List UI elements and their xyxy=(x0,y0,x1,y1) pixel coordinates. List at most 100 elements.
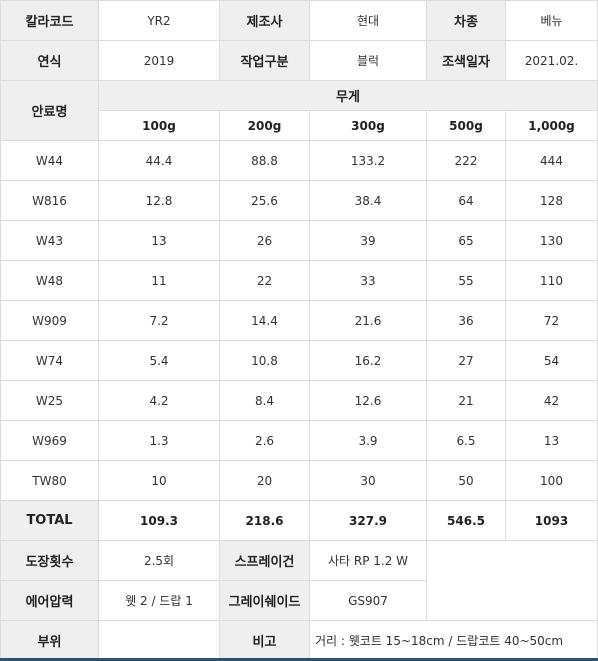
color-code-value: YR2 xyxy=(98,0,220,41)
table-row: W25 4.2 8.4 12.6 21 42 xyxy=(0,380,598,421)
weight-value-cell: 8.4 xyxy=(219,380,310,421)
part-label: 부위 xyxy=(0,620,99,661)
note-value: 거리 : 웻코트 15~18cm / 드랍코트 40~50cm xyxy=(309,620,598,661)
mix-date-value: 2021.02. xyxy=(505,40,598,81)
table-row: W969 1.3 2.6 3.9 6.5 13 xyxy=(0,420,598,461)
weight-value-cell: 21.6 xyxy=(309,300,427,341)
table-row: TW80 10 20 30 50 100 xyxy=(0,460,598,501)
table-row: W74 5.4 10.8 16.2 27 54 xyxy=(0,340,598,381)
mix-date-label: 조색일자 xyxy=(426,40,506,81)
car-model-value: 베뉴 xyxy=(505,0,598,41)
pigment-name-cell: W969 xyxy=(0,420,99,461)
weight-value-cell: 100 xyxy=(505,460,598,501)
weight-value-cell: 10 xyxy=(98,460,220,501)
maker-value: 현대 xyxy=(309,0,427,41)
part-value xyxy=(98,620,220,661)
weight-value-cell: 65 xyxy=(426,220,506,261)
weight-value-cell: 25.6 xyxy=(219,180,310,221)
pigment-name-cell: W48 xyxy=(0,260,99,301)
weight-value-cell: 13 xyxy=(98,220,220,261)
footer-row-2: 에어압력 웻 2 / 드랍 1 그레이쉐이드 GS907 xyxy=(0,580,598,621)
pigment-name-cell: TW80 xyxy=(0,460,99,501)
weight-value-cell: 13 xyxy=(505,420,598,461)
pigment-name-cell: W74 xyxy=(0,340,99,381)
weight-value-cell: 7.2 xyxy=(98,300,220,341)
color-code-label: 칼라코드 xyxy=(0,0,99,41)
weight-col-header: 100g xyxy=(98,110,220,141)
weight-value-cell: 20 xyxy=(219,460,310,501)
bottom-bar xyxy=(0,658,598,661)
note-label: 비고 xyxy=(219,620,310,661)
pigment-name-header: 안료명 xyxy=(0,80,99,141)
weight-value-cell: 26 xyxy=(219,220,310,261)
table-row: W43 13 26 39 65 130 xyxy=(0,220,598,261)
weight-value-cell: 12.6 xyxy=(309,380,427,421)
total-label: TOTAL xyxy=(0,500,99,541)
weight-value-cell: 130 xyxy=(505,220,598,261)
table-row: W48 11 22 33 55 110 xyxy=(0,260,598,301)
air-pressure-value: 웻 2 / 드랍 1 xyxy=(98,580,220,621)
table-row: W816 12.8 25.6 38.4 64 128 xyxy=(0,180,598,221)
pigment-rows: W44 44.4 88.8 133.2 222 444 W816 12.8 25.6 38.4 64… xyxy=(0,140,598,501)
pigment-name-cell: W816 xyxy=(0,180,99,221)
work-type-label: 작업구분 xyxy=(219,40,310,81)
weight-value-cell: 64 xyxy=(426,180,506,221)
weight-value-cell: 2.6 xyxy=(219,420,310,461)
weight-value-cell: 21 xyxy=(426,380,506,421)
coats-value: 2.5회 xyxy=(98,540,220,581)
weight-value-cell: 11 xyxy=(98,260,220,301)
work-type-value: 블럭 xyxy=(309,40,427,81)
weight-value-cell: 4.2 xyxy=(98,380,220,421)
pigment-name-cell: W909 xyxy=(0,300,99,341)
weight-value-cell: 30 xyxy=(309,460,427,501)
info-row-1: 칼라코드 YR2 제조사 현대 차종 베뉴 xyxy=(0,0,598,41)
weight-header: 무게 xyxy=(98,80,598,111)
air-pressure-label: 에어압력 xyxy=(0,580,99,621)
pigment-name-cell: W43 xyxy=(0,220,99,261)
weight-col-header: 500g xyxy=(426,110,506,141)
weight-value-cell: 72 xyxy=(505,300,598,341)
weight-value-cell: 110 xyxy=(505,260,598,301)
gray-shade-value: GS907 xyxy=(309,580,427,621)
weight-value-cell: 3.9 xyxy=(309,420,427,461)
year-value: 2019 xyxy=(98,40,220,81)
weight-value-cell: 27 xyxy=(426,340,506,381)
car-model-label: 차종 xyxy=(426,0,506,41)
weight-value-cell: 36 xyxy=(426,300,506,341)
weight-value-cell: 5.4 xyxy=(98,340,220,381)
footer-row-1: 도장횟수 2.5회 스프레이건 사타 RP 1.2 W xyxy=(0,540,598,621)
total-row: TOTAL 109.3 218.6 327.9 546.5 1093 xyxy=(0,500,598,541)
weight-col-header: 300g xyxy=(309,110,427,141)
maker-label: 제조사 xyxy=(219,0,310,41)
weight-col-header: 200g xyxy=(219,110,310,141)
weight-value-cell: 22 xyxy=(219,260,310,301)
weight-value-cell: 444 xyxy=(505,140,598,181)
footer-empty-cell xyxy=(426,540,598,621)
total-cell: 546.5 xyxy=(426,500,506,541)
total-cell: 109.3 xyxy=(98,500,220,541)
spray-gun-label: 스프레이건 xyxy=(219,540,310,581)
table-row: W909 7.2 14.4 21.6 36 72 xyxy=(0,300,598,341)
year-label: 연식 xyxy=(0,40,99,81)
header-row-2: 100g 200g 300g 500g 1,000g xyxy=(1,110,598,141)
weight-value-cell: 38.4 xyxy=(309,180,427,221)
weight-value-cell: 6.5 xyxy=(426,420,506,461)
weight-value-cell: 55 xyxy=(426,260,506,301)
pigment-name-cell: W44 xyxy=(0,140,99,181)
total-cell: 327.9 xyxy=(309,500,427,541)
weight-value-cell: 222 xyxy=(426,140,506,181)
weight-value-cell: 44.4 xyxy=(98,140,220,181)
weight-value-cell: 42 xyxy=(505,380,598,421)
weight-value-cell: 128 xyxy=(505,180,598,221)
total-cell: 1093 xyxy=(505,500,598,541)
weight-value-cell: 88.8 xyxy=(219,140,310,181)
spray-gun-value: 사타 RP 1.2 W xyxy=(309,540,427,581)
weight-value-cell: 133.2 xyxy=(309,140,427,181)
weight-value-cell: 12.8 xyxy=(98,180,220,221)
coats-label: 도장횟수 xyxy=(0,540,99,581)
weight-value-cell: 33 xyxy=(309,260,427,301)
weight-value-cell: 50 xyxy=(426,460,506,501)
pigment-name-cell: W25 xyxy=(0,380,99,421)
gray-shade-label: 그레이쉐이드 xyxy=(219,580,310,621)
